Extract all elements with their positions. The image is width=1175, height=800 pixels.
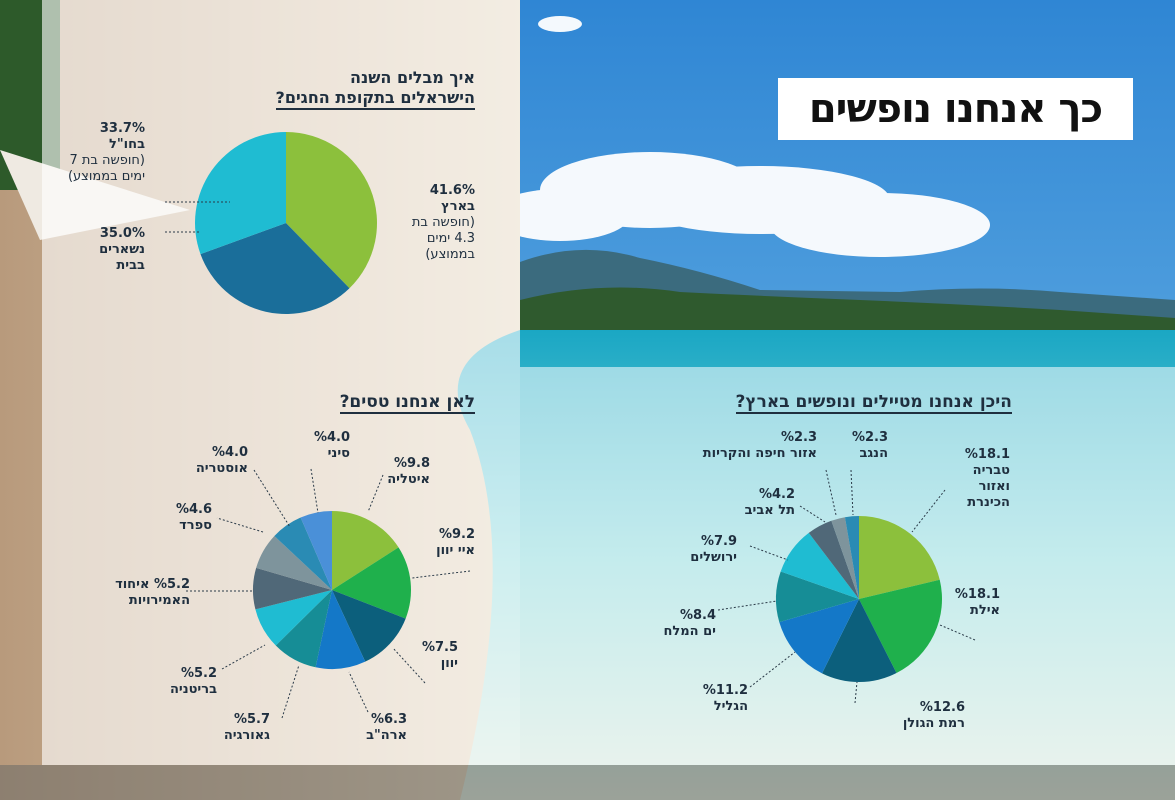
chart3-label-galilee: %11.2 הגליל [703,683,748,715]
chart2-line-uae-1: %5.2 איחוד [115,577,190,592]
chart3-name-tel-aviv: תל אביב [744,503,795,518]
chart2-name-spain: ספרד [179,518,212,533]
chart3-name-kinneret-1: טבריה [972,463,1010,478]
chart3-label-eilat: %18.1 אילת [955,587,1000,619]
chart2-label-usa: %6.3 ארה"ב [366,712,407,744]
chart1-name-home-1: נשארים [99,242,145,257]
chart2-pct-uae: %5.2 [153,577,190,592]
chart2-name-greece: יוון [440,656,458,671]
chart2-line-uae-2: האמירויות [128,593,190,608]
chart3-title: היכן אנחנו מטיילים ונופשים בארץ? [735,392,1012,414]
chart2-pct-britain: %5.2 [180,666,217,681]
chart2-label-greece: %7.5 יוון [422,640,458,672]
chart3-label-golan: %12.6 רמת הגולן [903,700,965,732]
chart2-label-spain: %4.6 ספרד [176,502,212,534]
chart3-pct-eilat: %18.1 [954,587,1000,602]
chart1-pct-israel: 41.6% [429,183,475,198]
chart2-label-georgia: %5.7 גאורגיה [224,712,270,744]
chart1-title-line1: איך מבלים השנה [350,68,475,87]
chart1-name-israel: בארץ [441,199,475,214]
chart3-name-galilee: הגליל [713,699,748,714]
chart1-note-israel-3: בממוצע) [425,247,475,262]
chart2-pct-georgia: %5.7 [233,712,270,727]
chart3-pct-negev: %2.3 [851,430,888,445]
chart1-name-home-2: בבית [116,258,145,273]
chart2-pct-austria: %4.0 [211,445,248,460]
chart2-name-georgia: גאורגיה [223,728,270,743]
chart3-name-jerusalem: ירושלים [690,550,737,565]
chart1-pct-home: 35.0% [99,226,145,241]
chart1-note-abroad-1: (חופשה בת 7 [69,153,145,168]
chart3-label-kinneret: %18.1 טבריה ואזור הכינרת [965,447,1010,511]
chart1-note-israel-2: 4.3 ימים [426,231,475,246]
chart3-pct-golan: %12.6 [919,700,965,715]
chart2-label-italy: %9.8 איטליה [387,456,430,488]
chart2-name-greek-islands: איי יוון [436,543,475,558]
main-title: כך אנחנו נופשים [808,86,1103,132]
chart3-label-negev: %2.3 הנגב [852,430,888,462]
chart1-label-abroad: 33.7% בחו"ל (חופשה בת 7 ימים בממוצע) [68,121,145,185]
chart2-pct-greek-islands: %9.2 [438,527,475,542]
chart3-pct-kinneret: %18.1 [964,447,1010,462]
chart2-label-greek-islands: %9.2 איי יוון [436,527,475,559]
chart3-name-golan: רמת הגולן [902,716,965,731]
chart3-name-negev: הנגב [859,446,888,461]
chart1-note-israel-1: (חופשה בת [411,215,475,230]
bottom-strip [0,765,1175,800]
chart3-name-eilat: אילת [969,603,1000,618]
chart1-label-home: 35.0% נשארים בבית [99,226,145,274]
chart2-name-usa: ארה"ב [366,728,407,743]
chart3-label-tel-aviv: %4.2 תל אביב [745,487,795,519]
chart2-pct-sinai: %4.0 [313,430,350,445]
chart3-label-haifa: %2.3 אזור חיפה והקריות [703,430,817,462]
chart3-pct-galilee: %11.2 [702,683,748,698]
chart2-title: לאן אנחנו טסים? [339,392,475,414]
chart2-name-italy: איטליה [387,472,430,487]
chart1-label-israel: 41.6% בארץ (חופשה בת 4.3 ימים בממוצע) [412,183,475,263]
chart1-name-abroad: בחו"ל [109,137,145,152]
chart3-name-haifa: אזור חיפה והקריות [702,446,817,461]
tree-line [520,287,1175,335]
chart3-pct-jerusalem: %7.9 [700,534,737,549]
chart3-name-dead-sea: ים המלח [663,624,716,639]
chart2-label-britain: %5.2 בריטניה [170,666,217,698]
chart2-name-sinai: סיני [327,446,350,461]
chart3-label-jerusalem: %7.9 ירושלים [690,534,737,566]
chart1-pct-abroad: 33.7% [99,121,145,136]
chart2-label-sinai: %4.0 סיני [314,430,350,462]
chart2-name-britain: בריטניה [169,682,217,697]
chart2-pct-greece: %7.5 [421,640,458,655]
chart3-pct-tel-aviv: %4.2 [758,487,795,502]
chart2-pct-usa: %6.3 [370,712,407,727]
chart2-label-uae: %5.2 איחוד האמירויות [115,577,190,609]
chart2-name-austria: אוסטריה [195,461,248,476]
panel-destinations-local [520,367,1175,765]
chart3-pct-dead-sea: %8.4 [679,608,716,623]
title-box: כך אנחנו נופשים [778,78,1133,140]
chart2-pct-spain: %4.6 [175,502,212,517]
chart2-label-austria: %4.0 אוסטריה [196,445,248,477]
chart3-pct-haifa: %2.3 [780,430,817,445]
chart3-name-kinneret-2: ואזור [978,479,1010,494]
chart3-name-kinneret-3: הכינרת [967,495,1010,510]
chart3-label-dead-sea: %8.4 ים המלח [663,608,716,640]
chart1-note-abroad-2: ימים בממוצע) [67,169,145,184]
clouds [490,16,990,257]
chart2-pct-italy: %9.8 [393,456,430,471]
chart1-title-line2: הישראלים בתקופת החגים? [275,88,475,110]
